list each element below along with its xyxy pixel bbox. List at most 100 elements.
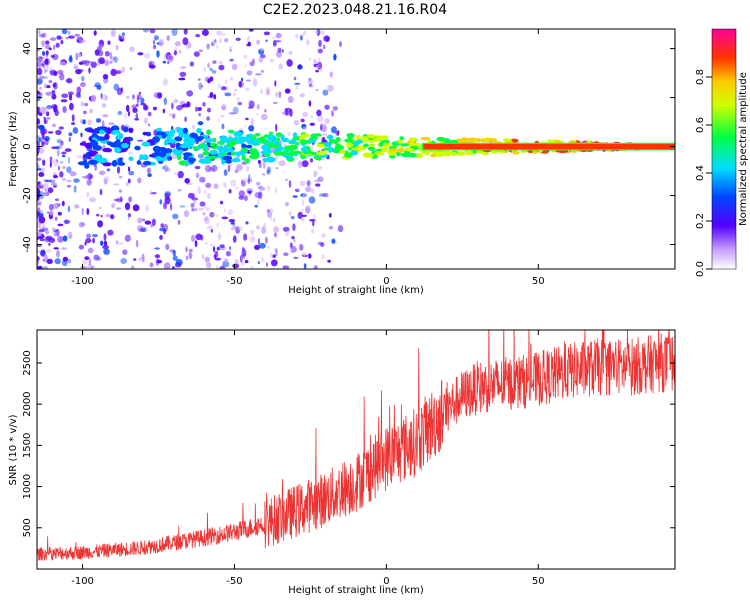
noise-speckle <box>228 189 232 194</box>
noise-speckle <box>321 158 326 161</box>
noise-speckle <box>41 227 49 231</box>
noise-speckle <box>254 204 258 208</box>
signal-blob <box>311 151 318 156</box>
noise-speckle <box>53 185 57 188</box>
signal-blob <box>345 142 353 148</box>
noise-speckle <box>43 116 46 119</box>
noise-speckle <box>315 88 318 92</box>
noise-speckle <box>229 58 234 62</box>
noise-speckle <box>48 243 51 246</box>
noise-speckle <box>328 225 334 230</box>
noise-speckle <box>205 261 212 269</box>
noise-speckle <box>86 179 92 186</box>
noise-speckle <box>136 93 142 100</box>
noise-speckle <box>182 103 189 108</box>
noise-speckle <box>182 37 189 46</box>
noise-speckle <box>173 50 177 56</box>
noise-speckle <box>330 126 337 134</box>
noise-speckle <box>68 132 73 137</box>
noise-speckle <box>257 261 260 265</box>
noise-speckle <box>44 57 51 66</box>
noise-speckle <box>176 104 183 111</box>
noise-speckle <box>212 60 217 64</box>
noise-speckle <box>82 176 87 179</box>
signal-blob <box>355 135 361 140</box>
noise-speckle <box>155 258 160 266</box>
noise-speckle <box>58 126 64 130</box>
noise-speckle <box>133 258 137 261</box>
noise-speckle <box>301 199 305 206</box>
noise-speckle <box>254 244 260 250</box>
noise-speckle <box>263 222 266 228</box>
noise-speckle <box>258 191 263 200</box>
noise-speckle <box>206 43 210 50</box>
signal-blob <box>267 134 277 141</box>
noise-speckle <box>212 246 216 253</box>
noise-speckle <box>40 209 43 214</box>
noise-speckle <box>248 29 254 32</box>
noise-speckle <box>162 60 167 64</box>
noise-speckle <box>311 145 314 149</box>
noise-speckle <box>289 249 293 254</box>
noise-speckle <box>124 202 131 211</box>
noise-speckle <box>278 63 283 70</box>
noise-speckle <box>37 266 41 269</box>
noise-speckle <box>53 44 56 51</box>
signal-blob <box>89 140 99 147</box>
signal-blob <box>154 148 161 154</box>
noise-speckle <box>75 52 79 61</box>
signal-blob <box>292 132 297 138</box>
noise-speckle <box>41 140 44 148</box>
signal-blob <box>202 144 208 150</box>
signal-blob <box>114 147 122 153</box>
noise-speckle <box>255 73 262 76</box>
noise-speckle <box>235 37 241 41</box>
noise-speckle <box>323 35 331 42</box>
noise-speckle <box>142 29 150 33</box>
signal-blob <box>142 131 148 136</box>
noise-speckle <box>65 36 69 40</box>
noise-speckle <box>294 82 301 85</box>
noise-speckle <box>62 106 67 113</box>
noise-speckle <box>238 81 245 88</box>
noise-speckle <box>207 78 211 84</box>
signal-blob <box>222 155 233 161</box>
noise-speckle <box>118 175 123 179</box>
noise-speckle <box>285 202 289 207</box>
noise-speckle <box>194 106 199 112</box>
noise-speckle <box>299 93 305 98</box>
noise-speckle <box>144 220 152 225</box>
noise-speckle <box>52 158 59 167</box>
signal-blob <box>233 131 244 137</box>
noise-speckle <box>67 91 74 96</box>
noise-speckle <box>247 41 251 46</box>
noise-speckle <box>189 61 195 67</box>
noise-speckle <box>246 37 249 43</box>
noise-speckle <box>97 220 103 228</box>
noise-speckle <box>287 131 291 137</box>
noise-speckle <box>191 208 196 212</box>
signal-blob <box>205 138 214 143</box>
noise-speckle <box>158 39 164 47</box>
noise-speckle <box>159 199 163 205</box>
signal-blob <box>157 156 168 162</box>
noise-speckle <box>152 44 157 50</box>
noise-speckle <box>180 66 187 69</box>
noise-speckle <box>51 93 57 100</box>
noise-speckle <box>86 208 90 215</box>
noise-speckle <box>274 232 277 238</box>
noise-speckle <box>301 160 309 168</box>
noise-speckle <box>37 61 42 68</box>
signal-blob <box>87 129 95 133</box>
noise-speckle <box>96 213 100 217</box>
signal-blob <box>334 144 344 151</box>
noise-speckle <box>65 219 68 225</box>
signal-blob <box>381 142 391 148</box>
noise-speckle <box>102 93 108 102</box>
noise-speckle <box>274 248 277 252</box>
noise-speckle <box>171 265 175 269</box>
noise-speckle <box>173 98 179 104</box>
noise-speckle <box>80 101 85 107</box>
noise-speckle <box>44 138 49 146</box>
signal-blob <box>232 157 240 162</box>
